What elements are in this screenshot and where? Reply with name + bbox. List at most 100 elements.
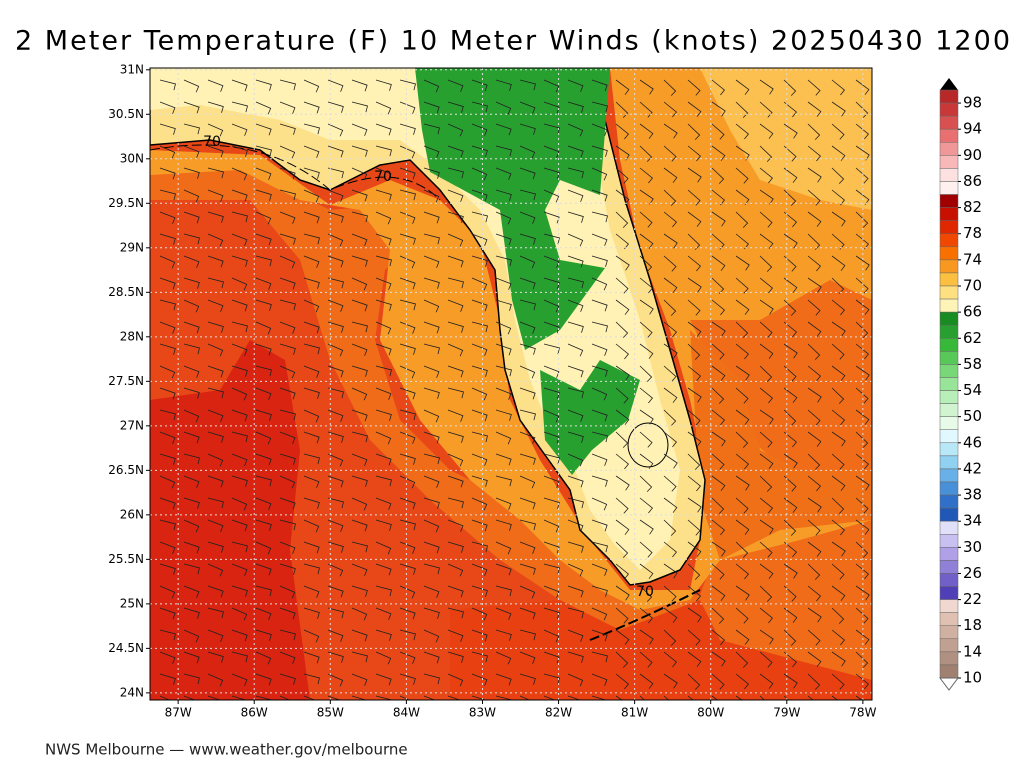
wind-barb <box>351 101 368 113</box>
x-tick-label: 83W <box>469 706 496 720</box>
wind-barb <box>327 497 344 509</box>
colorbar-box <box>939 664 959 679</box>
wind-barb <box>735 277 749 294</box>
wind-barb <box>519 255 536 269</box>
wind-barb <box>207 343 224 357</box>
wind-barb <box>735 585 750 601</box>
wind-barb <box>255 607 272 620</box>
title: 2 Meter Temperature (F) 10 Meter Winds (… <box>15 26 1010 57</box>
wind-barb <box>711 409 726 426</box>
wind-barb <box>807 321 822 337</box>
wind-barb <box>831 585 846 601</box>
colorbar-label: 94 <box>963 120 982 138</box>
wind-barb <box>231 167 248 181</box>
wind-barb <box>303 607 320 619</box>
wind-barb <box>663 101 678 118</box>
wind-barb <box>255 365 272 377</box>
gulfstream <box>690 330 872 560</box>
wind-barb <box>447 321 464 333</box>
wind-barb <box>807 585 822 602</box>
wind-barb <box>207 123 224 137</box>
wind-barb <box>207 585 224 598</box>
wind-barb <box>639 255 653 272</box>
wind-barb <box>615 321 629 338</box>
wind-barb <box>543 497 560 509</box>
wind-barb <box>327 233 344 247</box>
wind-barb <box>495 365 512 377</box>
wind-barb <box>519 211 536 224</box>
wind-barb <box>207 475 224 488</box>
wind-barb <box>255 519 272 531</box>
wind-barb <box>567 607 584 619</box>
wind-barb <box>183 475 200 488</box>
wind-barb <box>423 365 440 378</box>
wind-barb <box>615 365 630 381</box>
wind-barb <box>159 123 176 135</box>
wind-barb <box>207 233 224 247</box>
wind-barb <box>519 233 536 245</box>
colorbar-label: 82 <box>963 198 982 216</box>
colorbar-box <box>939 442 959 457</box>
wind-barb <box>711 497 725 514</box>
wind-barb <box>783 123 798 139</box>
wind-barb <box>207 519 224 532</box>
wind-barb <box>615 519 630 535</box>
wind-barb <box>207 629 224 642</box>
wind-barb <box>159 321 176 334</box>
wind-barb <box>495 563 512 576</box>
y-tick-label: 30N <box>120 151 144 165</box>
wind-barb <box>711 79 726 96</box>
wind-barb <box>351 475 368 487</box>
wind-barb <box>471 299 488 312</box>
wind-barb <box>519 563 536 575</box>
wind-barb <box>543 585 560 598</box>
wind-barb <box>591 453 608 466</box>
wind-barb <box>543 211 560 224</box>
wind-barb <box>567 497 584 509</box>
wind-barb <box>543 475 560 488</box>
wind-barb <box>327 431 344 443</box>
wind-barb <box>183 387 200 399</box>
wind-barb <box>759 497 774 514</box>
wind-barb <box>615 453 630 470</box>
wind-barb <box>711 321 726 337</box>
wind-barb <box>303 629 320 643</box>
wind-barb <box>231 563 248 576</box>
wind-barb <box>159 497 176 510</box>
wind-barb <box>231 211 248 223</box>
wind-barb <box>279 321 296 334</box>
wind-barb <box>663 607 678 623</box>
colorbar-box <box>939 377 959 391</box>
wind-barb <box>399 101 416 114</box>
colorbar-label: 50 <box>963 407 982 425</box>
wind-barb <box>399 497 416 510</box>
wind-barb <box>687 651 702 667</box>
wind-barb <box>207 299 224 312</box>
wind-barb <box>255 233 272 246</box>
wind-barb <box>375 387 392 400</box>
colorbar-box <box>939 481 959 496</box>
wind-barb <box>303 233 320 245</box>
wind-barb <box>519 541 536 554</box>
wind-barb <box>831 409 846 426</box>
wind-barb <box>255 189 272 201</box>
wind-barb <box>399 453 416 465</box>
wind-barb <box>807 189 821 206</box>
wind-barb <box>495 629 512 641</box>
wind-barb <box>207 541 224 553</box>
wind-barb <box>759 321 773 338</box>
wind-barb <box>735 365 750 381</box>
colorbar-box <box>939 89 959 104</box>
wind-barb <box>663 475 677 492</box>
wind-barb <box>639 431 653 448</box>
wind-barb <box>495 145 512 157</box>
wind-barb <box>687 695 694 700</box>
wind-barb <box>543 79 560 93</box>
wind-barb <box>207 277 224 289</box>
wind-barb <box>183 629 200 643</box>
wind-barb <box>183 167 200 179</box>
colorbar-box <box>939 259 959 274</box>
wind-barb <box>687 365 702 382</box>
colorbar: 98 94 90 86 82 78 74 70 66 62 58 54 50 46 42 38 34 30 26 22… <box>939 78 982 691</box>
colorbar-label: 26 <box>963 564 982 582</box>
